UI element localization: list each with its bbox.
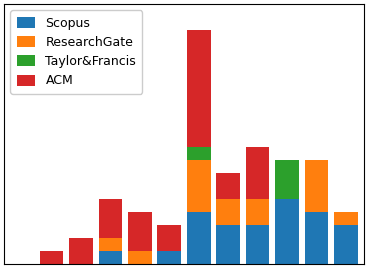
Bar bbox=[39, 251, 63, 264]
Bar bbox=[216, 225, 240, 264]
Bar bbox=[216, 173, 240, 199]
Bar bbox=[335, 225, 358, 264]
Bar bbox=[99, 238, 122, 251]
Bar bbox=[305, 160, 329, 212]
Bar bbox=[128, 212, 152, 251]
Bar bbox=[246, 199, 269, 225]
Bar bbox=[187, 212, 210, 264]
Bar bbox=[275, 160, 299, 199]
Bar bbox=[69, 238, 93, 264]
Bar bbox=[99, 199, 122, 238]
Bar bbox=[246, 147, 269, 199]
Bar bbox=[187, 160, 210, 212]
Bar bbox=[158, 251, 181, 264]
Bar bbox=[216, 199, 240, 225]
Bar bbox=[128, 251, 152, 264]
Bar bbox=[99, 251, 122, 264]
Bar bbox=[335, 212, 358, 225]
Bar bbox=[187, 147, 210, 160]
Bar bbox=[158, 225, 181, 251]
Bar bbox=[305, 212, 329, 264]
Bar bbox=[246, 225, 269, 264]
Bar bbox=[187, 30, 210, 147]
Legend: Scopus, ResearchGate, Taylor&Francis, ACM: Scopus, ResearchGate, Taylor&Francis, AC… bbox=[10, 10, 142, 94]
Bar bbox=[275, 199, 299, 264]
